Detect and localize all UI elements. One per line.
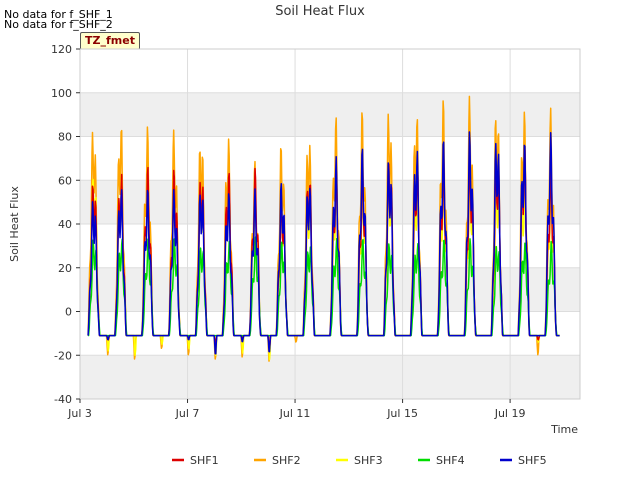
y-axis: -40 -20 0 20 40 60 80 100 120 (51, 43, 80, 406)
y-tick-label: -20 (54, 349, 72, 362)
no-data-note-1: No data for f_SHF_1 (4, 8, 113, 21)
band (80, 92, 580, 137)
y-tick-label: 80 (58, 131, 72, 144)
y-tick-label: -40 (54, 393, 72, 406)
y-axis-label: Soil Heat Flux (8, 186, 21, 262)
y-tick-label: 60 (58, 174, 72, 187)
legend: SHF1 SHF2 SHF3 SHF4 SHF5 (172, 454, 547, 467)
legend-label-shf2: SHF2 (272, 454, 301, 467)
band (80, 267, 580, 312)
y-tick-label: 100 (51, 87, 72, 100)
band (80, 355, 580, 399)
band (80, 180, 580, 224)
x-axis-label: Time (550, 423, 578, 436)
site-tag: TZ_fmet (80, 32, 140, 50)
y-tick-label: 120 (51, 43, 72, 56)
y-tick-label: 0 (65, 306, 72, 319)
x-tick-label: Jul 15 (386, 407, 418, 420)
series-line-shf5 (87, 131, 560, 355)
series-layer (87, 95, 560, 362)
no-data-note-2: No data for f_SHF_2 (4, 18, 113, 31)
legend-label-shf1: SHF1 (190, 454, 219, 467)
legend-label-shf3: SHF3 (354, 454, 383, 467)
x-axis: Jul 3 Jul 7 Jul 11 Jul 15 Jul 19 (67, 399, 525, 420)
x-tick-label: Jul 11 (279, 407, 311, 420)
x-tick-label: Jul 3 (67, 407, 92, 420)
y-tick-label: 20 (58, 262, 72, 275)
x-tick-label: Jul 19 (494, 407, 526, 420)
legend-label-shf4: SHF4 (436, 454, 465, 467)
x-tick-label: Jul 7 (175, 407, 200, 420)
y-tick-label: 40 (58, 218, 72, 231)
chart-title: Soil Heat Flux (275, 4, 365, 19)
legend-label-shf5: SHF5 (518, 454, 547, 467)
